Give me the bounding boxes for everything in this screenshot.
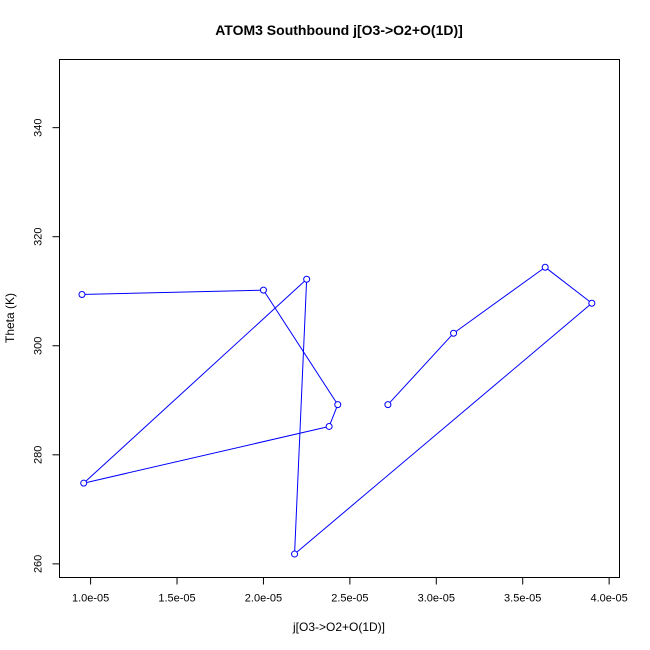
y-tick-label: 280 <box>33 446 45 464</box>
x-tick-label: 4.0e-05 <box>590 593 627 605</box>
series-segment <box>85 280 305 482</box>
y-tick-label: 320 <box>33 228 45 246</box>
y-tick-label: 260 <box>33 555 45 573</box>
series-segment <box>84 289 261 295</box>
data-point <box>80 479 88 487</box>
data-point <box>588 299 596 307</box>
series-segment <box>296 304 590 553</box>
data-point <box>325 422 333 430</box>
series-segment <box>86 426 327 483</box>
data-point <box>259 286 267 294</box>
x-tick-label: 2.0e-05 <box>245 593 282 605</box>
x-tick-label: 1.5e-05 <box>158 593 195 605</box>
data-point <box>291 550 299 558</box>
x-tick-label: 2.5e-05 <box>331 593 368 605</box>
series-segment <box>389 335 452 403</box>
x-tick-label: 1.0e-05 <box>72 593 109 605</box>
data-point <box>450 329 458 337</box>
plot-frame <box>59 59 620 578</box>
data-point <box>384 401 392 409</box>
data-point <box>541 263 549 271</box>
x-axis: 1.0e-05 1.5e-05 2.0e-05 2.5e-05 3.0e-05 3.5e-… <box>72 577 628 605</box>
series-segment <box>264 292 337 403</box>
series-segment <box>455 268 544 332</box>
series-segment <box>329 407 338 424</box>
y-tick-label: 300 <box>33 337 45 355</box>
series-segment <box>547 268 590 302</box>
y-tick-label: 340 <box>33 118 45 136</box>
data-point <box>334 401 342 409</box>
x-tick-label: 3.0e-05 <box>418 593 455 605</box>
chart-title: ATOM3 Southbound j[O3->O2+O(1D)] <box>215 22 463 38</box>
series-group <box>78 263 596 558</box>
series-segment <box>294 282 308 552</box>
y-axis-label: Theta (K) <box>3 293 17 343</box>
data-point <box>78 291 86 299</box>
x-axis-label: j[O3->O2+O(1D)] <box>292 620 385 634</box>
y-axis: 260 280 300 320 340 <box>33 118 60 573</box>
x-tick-label: 3.5e-05 <box>504 593 541 605</box>
data-point <box>303 275 311 283</box>
